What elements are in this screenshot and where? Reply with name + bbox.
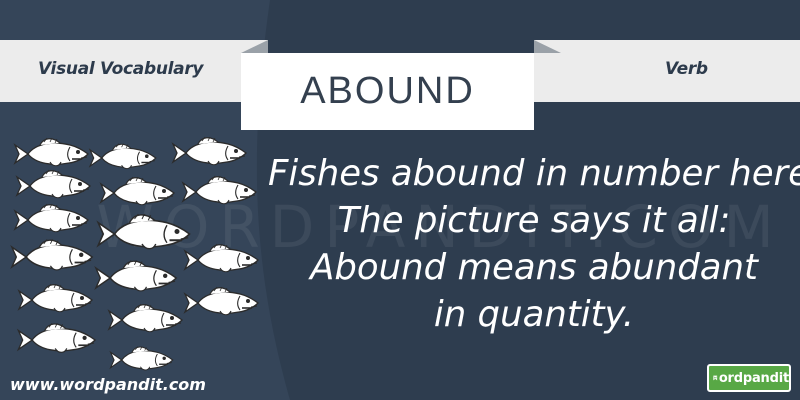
logo-text: ordpandit xyxy=(718,370,789,386)
fish-icon xyxy=(109,345,174,371)
fish-icon xyxy=(108,303,183,333)
caption-line: The picture says it all: xyxy=(337,200,731,241)
wordpandit-logo: ordpandit xyxy=(707,364,791,392)
ribbon-fold-right xyxy=(534,40,561,53)
fish-icon xyxy=(97,213,191,250)
word-box: ABOUND xyxy=(241,53,534,130)
vocabulary-word: ABOUND xyxy=(300,70,475,112)
logo-w-icon xyxy=(713,375,718,381)
fish-icon xyxy=(182,175,257,205)
definition-caption: Fishes abound in number here! The pictur… xyxy=(268,150,800,338)
ribbon-left: Visual Vocabulary xyxy=(0,40,268,102)
fish-icon xyxy=(18,283,93,313)
fish-icon xyxy=(89,142,157,170)
fish-icon xyxy=(95,259,178,292)
ribbon-right: Verb xyxy=(534,40,800,102)
ribbon-fold-left xyxy=(241,40,268,53)
watermark: WORDPANDIT.COM xyxy=(96,193,784,261)
fish-icon xyxy=(17,322,96,354)
caption-line: in quantity. xyxy=(433,294,635,335)
category-label: Visual Vocabulary xyxy=(38,59,204,79)
fish-icon xyxy=(100,176,175,206)
caption-line: Abound means abundant xyxy=(310,247,758,288)
fish-icon xyxy=(172,136,247,166)
fish-icon xyxy=(184,243,259,273)
fish-icon xyxy=(11,238,94,271)
caption-line: Fishes abound in number here! xyxy=(268,153,800,194)
website-url: www.wordpandit.com xyxy=(10,375,206,394)
fish-icon xyxy=(14,137,89,167)
fish-icon xyxy=(16,169,91,199)
fish-icon xyxy=(184,286,259,316)
part-of-speech-label: Verb xyxy=(665,59,708,79)
fish-icon xyxy=(14,203,89,233)
